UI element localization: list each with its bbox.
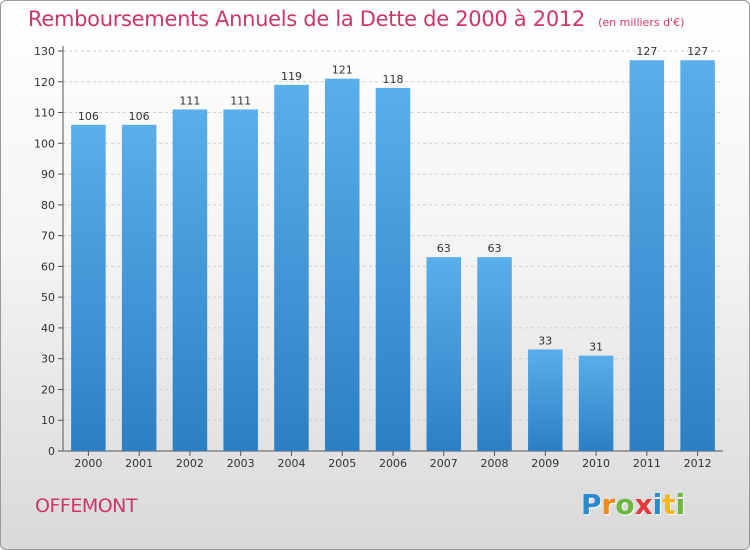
y-tick-label: 90	[41, 168, 55, 181]
data-label: 63	[437, 242, 451, 255]
logo-letter: i	[652, 488, 663, 521]
logo-letter: r	[601, 488, 616, 521]
y-tick-label: 110	[34, 107, 55, 120]
y-tick-label: 130	[34, 45, 55, 58]
y-tick-label: 100	[34, 137, 55, 150]
bar	[71, 124, 106, 451]
x-tick-label: 2009	[531, 457, 559, 470]
logo-letter: o	[615, 488, 635, 521]
proxiti-logo: Proxiti	[581, 488, 685, 521]
bar	[375, 87, 411, 451]
y-tick-label: 70	[41, 230, 55, 243]
bar	[528, 349, 563, 451]
x-tick-label: 2002	[176, 457, 204, 470]
y-tick-label: 10	[41, 414, 55, 427]
bar	[578, 355, 614, 451]
bar	[172, 109, 208, 451]
data-label: 118	[383, 73, 404, 86]
logo-letter: x	[634, 488, 653, 521]
y-tick-label: 60	[41, 260, 55, 273]
bar	[223, 109, 258, 451]
data-label: 31	[589, 341, 603, 354]
town-name: OFFEMONT	[35, 495, 137, 517]
bar	[274, 84, 309, 451]
y-tick-label: 50	[41, 291, 55, 304]
bar	[477, 257, 512, 451]
x-tick-label: 2005	[328, 457, 356, 470]
y-tick-label: 30	[41, 353, 55, 366]
x-tick-label: 2003	[227, 457, 255, 470]
y-tick-label: 80	[41, 199, 55, 212]
data-label: 33	[538, 334, 552, 347]
x-tick-label: 2004	[277, 457, 305, 470]
x-tick-label: 2008	[481, 457, 509, 470]
data-label: 106	[78, 110, 99, 123]
data-label: 111	[230, 94, 251, 107]
data-label: 127	[636, 45, 657, 58]
x-tick-label: 2000	[74, 457, 102, 470]
bar	[629, 60, 665, 451]
data-labels: 106 106 111 111 119 121 118 63 63 33 31 127 127	[78, 45, 708, 353]
x-tick-labels: 2000 2001 2002 2003 2004 2005 2006 2007 2008 2009…	[74, 457, 711, 470]
y-tick-label: 120	[34, 76, 55, 89]
bars	[71, 60, 715, 451]
y-tick-labels: 0 10 20 30 40 50 60 70 80 90 100 110 120 130	[34, 45, 55, 458]
x-tick-label: 2006	[379, 457, 407, 470]
data-label: 127	[687, 45, 708, 58]
y-tick-label: 40	[41, 322, 55, 335]
data-label: 121	[332, 64, 353, 77]
x-tick-label: 2010	[582, 457, 610, 470]
logo-letter: t	[662, 488, 676, 521]
data-label: 63	[488, 242, 502, 255]
bar	[121, 124, 157, 451]
y-tick-label: 0	[48, 445, 55, 458]
chart-title: Remboursements Annuels de la Dette de 20…	[28, 7, 585, 31]
bar	[426, 257, 462, 451]
data-label: 111	[179, 94, 200, 107]
x-tick-label: 2001	[125, 457, 153, 470]
data-label: 119	[281, 70, 302, 83]
chart-unit-note: (en milliers d'€)	[598, 16, 685, 29]
logo-letter: i	[675, 488, 686, 521]
bar	[324, 78, 360, 451]
x-tick-label: 2007	[430, 457, 458, 470]
logo-letter: P	[581, 488, 602, 521]
data-label: 106	[129, 110, 150, 123]
x-tick-label: 2012	[684, 457, 712, 470]
title-row: Remboursements Annuels de la Dette de 20…	[28, 7, 684, 31]
x-tick-label: 2011	[633, 457, 661, 470]
y-tick-label: 20	[41, 383, 55, 396]
bar	[680, 60, 715, 451]
